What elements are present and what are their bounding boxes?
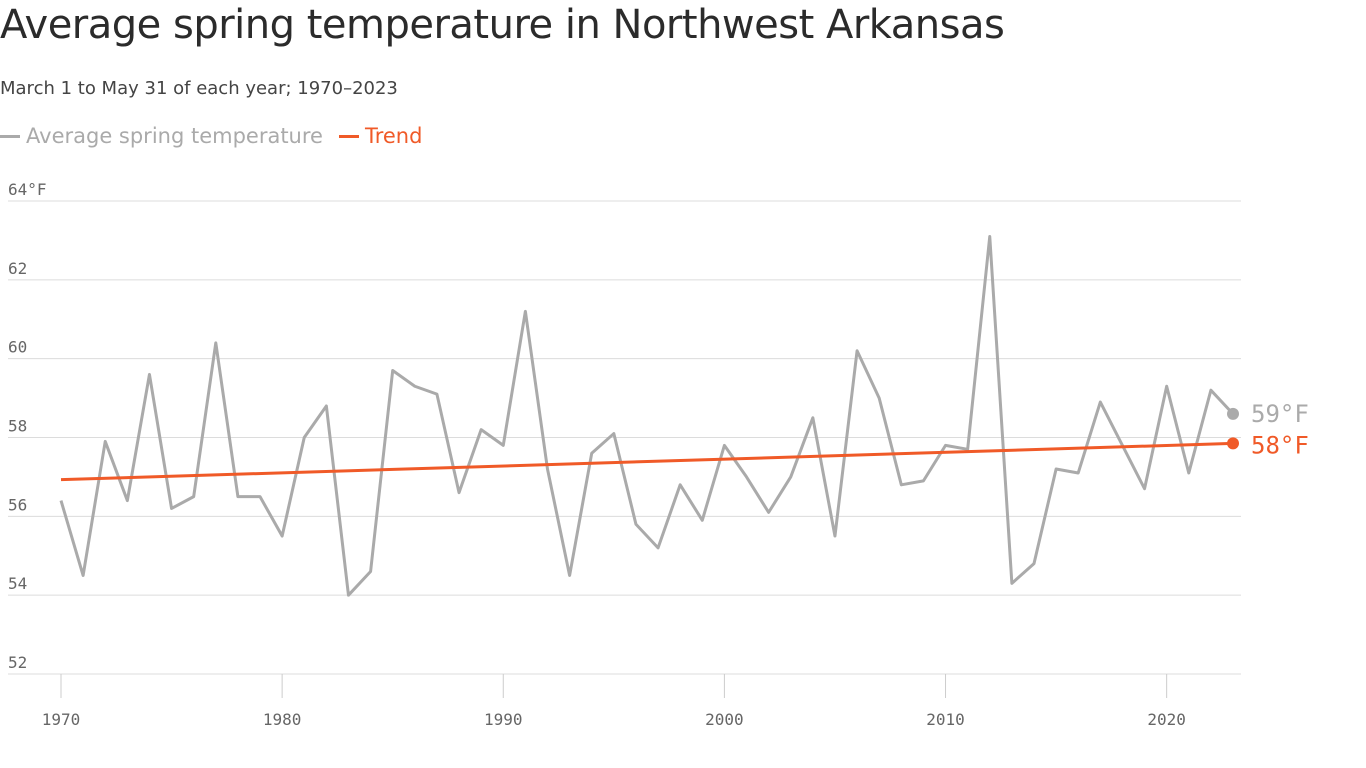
data-point — [145, 370, 153, 378]
data-point — [389, 366, 397, 374]
series-line-trend — [60, 441, 1234, 482]
data-point — [1074, 469, 1082, 477]
data-point — [455, 489, 463, 497]
data-point — [411, 382, 419, 390]
y-tick-label: 60 — [8, 338, 27, 357]
data-point — [367, 568, 375, 576]
y-axis: 64°F 62 60 58 56 54 52 — [8, 180, 47, 672]
data-point — [79, 571, 87, 579]
x-tick-label: 1980 — [263, 710, 302, 729]
data-point — [743, 473, 751, 481]
y-tick-label: 54 — [8, 574, 27, 593]
x-tick-label: 2010 — [926, 710, 965, 729]
data-point — [499, 441, 507, 449]
data-point — [190, 493, 198, 501]
data-point — [1096, 398, 1104, 406]
end-point-average — [1227, 407, 1239, 420]
data-point — [234, 493, 242, 501]
data-point — [875, 394, 883, 402]
data-point — [986, 232, 994, 240]
data-point — [256, 493, 264, 501]
x-axis: 1970 1980 1990 2000 2010 2020 — [42, 674, 1186, 729]
data-point — [168, 504, 176, 512]
data-points — [57, 232, 1237, 599]
data-point — [123, 497, 131, 505]
legend-swatch-trend — [338, 134, 359, 138]
legend-label-trend: Trend — [364, 124, 423, 148]
data-point — [477, 426, 485, 434]
chart-subtitle: March 1 to May 31 of each year; 1970–202… — [0, 78, 398, 99]
legend-swatch-average — [0, 134, 20, 138]
end-label-average: 59°F — [1251, 400, 1309, 428]
data-point — [101, 437, 109, 445]
data-point — [433, 390, 441, 398]
data-point — [521, 307, 529, 315]
data-point — [654, 544, 662, 552]
data-point — [1052, 465, 1060, 473]
y-tick-label: 58 — [8, 417, 27, 436]
data-point — [278, 532, 286, 540]
legend: Average spring temperature Trend — [0, 124, 422, 148]
data-point — [610, 430, 618, 438]
data-point — [566, 571, 574, 579]
data-point — [676, 481, 684, 489]
data-point — [809, 414, 817, 422]
y-tick-label: 52 — [8, 653, 27, 672]
data-point — [1207, 386, 1215, 394]
y-tick-label: 64°F — [8, 180, 47, 199]
data-point — [588, 449, 596, 457]
x-tick-label: 1990 — [484, 710, 523, 729]
data-point — [344, 591, 352, 599]
data-point — [919, 477, 927, 485]
data-point — [787, 473, 795, 481]
data-point — [942, 441, 950, 449]
end-label-trend: 58°F — [1251, 431, 1309, 459]
data-point — [720, 441, 728, 449]
x-tick-label: 2000 — [705, 710, 744, 729]
legend-entry-average: Average spring temperature — [0, 124, 323, 148]
y-tick-label: 62 — [8, 259, 27, 278]
data-point — [765, 508, 773, 516]
data-point — [1008, 579, 1016, 587]
data-point — [1030, 560, 1038, 568]
series-line-average — [59, 234, 1235, 597]
data-point — [1163, 382, 1171, 390]
chart-title: Average spring temperature in Northwest … — [0, 2, 1005, 48]
x-tick-label: 2020 — [1147, 710, 1186, 729]
data-point — [212, 339, 220, 347]
data-point — [300, 434, 308, 442]
data-point — [831, 532, 839, 540]
data-point — [632, 520, 640, 528]
data-point — [1185, 469, 1193, 477]
data-point — [1141, 485, 1149, 493]
x-tick-label: 1970 — [42, 710, 81, 729]
end-point-trend — [1227, 437, 1239, 450]
data-point — [57, 497, 65, 505]
grid-lines — [8, 200, 1241, 675]
data-point — [322, 402, 330, 410]
data-point — [543, 465, 551, 473]
legend-entry-trend: Trend — [338, 124, 423, 148]
data-point — [897, 481, 905, 489]
data-point — [1118, 441, 1126, 449]
legend-label-average: Average spring temperature — [26, 124, 323, 148]
y-tick-label: 56 — [8, 495, 27, 514]
data-point — [853, 347, 861, 355]
data-point — [698, 516, 706, 524]
data-point — [964, 445, 972, 453]
